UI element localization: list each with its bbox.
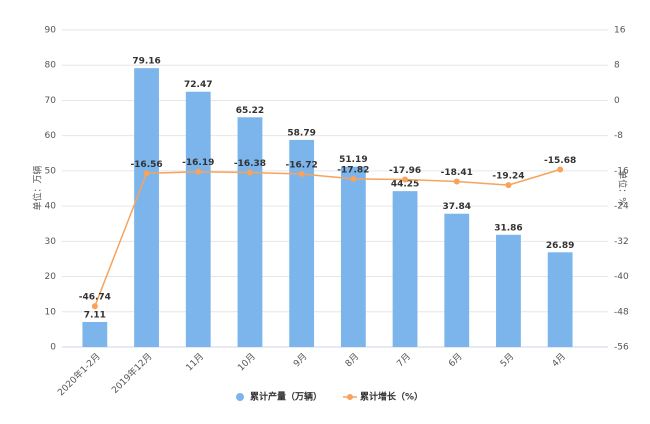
bar <box>392 191 418 347</box>
y-tick-label: 90 <box>45 26 57 36</box>
y-axis-label: 单位：万辆 <box>32 165 44 210</box>
data-label: -16.56 <box>130 160 162 170</box>
data-label: -16.38 <box>234 159 266 169</box>
x-tick-label: 2019年12月 <box>109 350 155 396</box>
y2-tick-label: 8 <box>614 61 620 71</box>
legend-marker <box>347 394 353 400</box>
data-label: -19.24 <box>492 172 524 182</box>
data-label: -16.72 <box>286 161 318 171</box>
data-label: -46.74 <box>79 293 111 303</box>
data-label: -18.41 <box>441 168 473 178</box>
y2-tick-label: -32 <box>614 237 629 247</box>
line-point <box>557 166 564 173</box>
x-tick-label: 8月 <box>343 351 361 369</box>
y2-tick-label: -16 <box>614 166 629 176</box>
bar <box>289 139 315 347</box>
data-label: 58.79 <box>287 128 315 138</box>
line-point <box>298 171 305 178</box>
bar <box>547 252 573 347</box>
x-tick-label: 5月 <box>498 351 516 369</box>
data-label: 7.11 <box>84 310 106 320</box>
x-tick-label: 7月 <box>395 351 413 369</box>
data-label: 31.86 <box>494 223 522 233</box>
y-tick-label: 50 <box>45 166 57 176</box>
line-point <box>246 169 253 176</box>
y2-axis-label: 单位：% <box>617 170 629 206</box>
data-label: 51.19 <box>339 155 367 165</box>
line-point <box>350 175 357 182</box>
data-label: -17.82 <box>337 165 369 175</box>
y2-tick-label: 16 <box>614 26 626 36</box>
bar <box>185 91 211 347</box>
x-tick-label: 2020年1-2月 <box>55 350 103 398</box>
line-point <box>453 178 460 185</box>
y2-tick-label: -48 <box>614 307 629 317</box>
y-tick-label: 40 <box>45 202 57 212</box>
y2-tick-label: 0 <box>614 96 620 106</box>
x-tick-label: 10月 <box>236 351 258 373</box>
data-label: 44.25 <box>391 180 419 190</box>
line-point <box>195 168 202 175</box>
y2-tick-label: -24 <box>614 202 629 212</box>
legend-label: 累计增长（%） <box>360 391 423 403</box>
bar <box>82 321 108 347</box>
y-tick-label: 10 <box>45 307 57 317</box>
x-tick-label: 11月 <box>184 351 206 373</box>
legend-label: 累计产量（万辆） <box>250 391 322 403</box>
line-point <box>91 303 98 310</box>
y-tick-label: 70 <box>45 96 57 106</box>
line-point <box>505 182 512 189</box>
line <box>94 168 561 307</box>
x-tick-label: 9月 <box>291 351 309 369</box>
data-label: -16.19 <box>182 158 214 168</box>
bar <box>340 166 366 347</box>
data-label: 26.89 <box>546 241 574 251</box>
y2-tick-label: -8 <box>614 131 623 141</box>
y-tick-label: 60 <box>45 131 57 141</box>
data-label: 37.84 <box>443 202 471 212</box>
x-tick-label: 4月 <box>550 351 568 369</box>
legend-marker <box>236 393 244 401</box>
line-point <box>143 170 150 177</box>
bar <box>134 68 159 348</box>
data-label: -17.96 <box>389 166 421 176</box>
y-tick-label: 30 <box>45 237 57 247</box>
bar <box>237 117 263 347</box>
y-tick-label: 80 <box>45 61 57 71</box>
data-label: 72.47 <box>184 80 212 90</box>
y-tick-label: 0 <box>50 343 56 353</box>
y2-tick-label: -56 <box>614 343 629 353</box>
data-label: 65.22 <box>236 106 264 116</box>
data-label: 79.16 <box>132 57 160 67</box>
y2-tick-label: -40 <box>614 272 629 282</box>
bar <box>444 213 470 347</box>
y-tick-label: 20 <box>45 272 57 282</box>
line-point <box>402 176 409 183</box>
bar <box>496 234 521 347</box>
x-tick-label: 6月 <box>446 351 464 369</box>
data-label: -15.68 <box>544 156 576 166</box>
